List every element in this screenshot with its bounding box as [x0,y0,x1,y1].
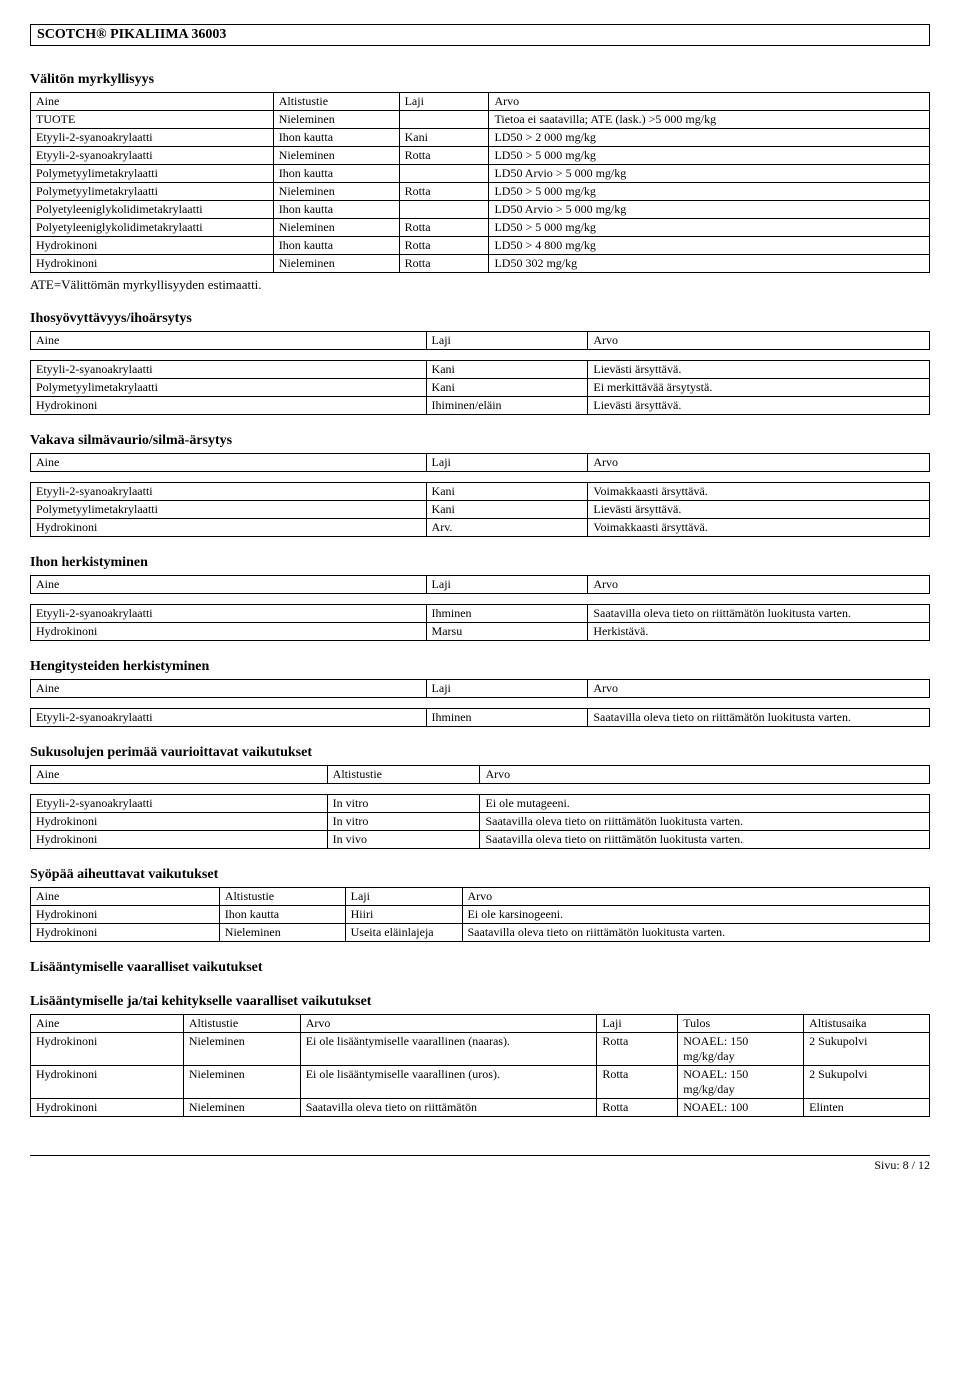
table-row: PolymetyylimetakrylaattiNieleminenRottaL… [31,183,930,201]
col-header: Arvo [489,93,930,111]
col-header: Altistustie [273,93,399,111]
table-carc: Aine Altistustie Laji Arvo HydrokinoniIh… [30,887,930,942]
section-title-skincorr: Ihosyövyttävyys/ihoärsytys [30,311,930,327]
col-header: Arvo [480,766,930,784]
table-row: HydrokinoniIn vivoSaatavilla oleva tieto… [31,831,930,849]
table-row: Hydrokinoni Nieleminen Saatavilla oleva … [31,1099,930,1117]
table-row: HydrokinoniMarsuHerkistävä. [31,623,930,641]
table-row: Etyyli-2-syanoakrylaattiNieleminenRottaL… [31,147,930,165]
ate-note: ATE=Välittömän myrkyllisyyden estimaatti… [30,277,930,293]
col-header: Aine [31,576,427,594]
table-header-row: Aine Altistustie Arvo Laji Tulos Altistu… [31,1015,930,1033]
col-header: Arvo [300,1015,597,1033]
table-row: TUOTENieleminenTietoa ei saatavilla; ATE… [31,111,930,129]
table-row: Etyyli-2-syanoakrylaattiKaniLievästi ärs… [31,361,930,379]
col-header: Arvo [588,680,930,698]
table-acute: Aine Altistustie Laji Arvo TUOTENielemin… [30,92,930,273]
document-title-box: SCOTCH® PIKALIIMA 36003 [30,24,930,46]
section-title-acute: Välitön myrkyllisyys [30,72,930,88]
section-title-carc: Syöpää aiheuttavat vaikutukset [30,867,930,883]
table-skinsens-head: Aine Laji Arvo [30,575,930,594]
table-header-row: Aine Laji Arvo [31,332,930,350]
table-header-row: Aine Laji Arvo [31,576,930,594]
table-row: PolymetyylimetakrylaattiIhon kauttaLD50 … [31,165,930,183]
section-title-germcell: Sukusolujen perimää vaurioittavat vaikut… [30,745,930,761]
section-title-respsens: Hengitysteiden herkistyminen [30,659,930,675]
col-header: Altistusaika [804,1015,930,1033]
col-header: Arvo [588,576,930,594]
col-header: Aine [31,454,427,472]
page-footer: Sivu: 8 / 12 [30,1141,930,1173]
table-row: PolymetyylimetakrylaattiKaniEi merkittäv… [31,379,930,397]
col-header: Laji [426,454,588,472]
col-header: Altistustie [219,888,345,906]
col-header: Laji [597,1015,678,1033]
col-header: Arvo [588,332,930,350]
table-respsens-body: Etyyli-2-syanoakrylaattiIhminenSaatavill… [30,708,930,727]
table-row: HydrokinoniArv.Voimakkaasti ärsyttävä. [31,519,930,537]
table-skincorr-body: Etyyli-2-syanoakrylaattiKaniLievästi ärs… [30,360,930,415]
table-header-row: Aine Laji Arvo [31,454,930,472]
col-header: Aine [31,680,427,698]
table-reprodev: Aine Altistustie Arvo Laji Tulos Altistu… [30,1014,930,1117]
table-header-row: Aine Laji Arvo [31,680,930,698]
section-title-repro: Lisääntymiselle vaaralliset vaikutukset [30,960,930,976]
col-header: Arvo [588,454,930,472]
table-row: Etyyli-2-syanoakrylaattiIhminenSaatavill… [31,709,930,727]
table-row: PolyetyleeniglykolidimetakrylaattiNielem… [31,219,930,237]
table-row: HydrokinoniIhiminen/eläinLievästi ärsytt… [31,397,930,415]
table-row: HydrokinoniIhon kauttaRottaLD50 > 4 800 … [31,237,930,255]
col-header: Laji [426,680,588,698]
col-header: Laji [426,332,588,350]
table-skincorr-head: Aine Laji Arvo [30,331,930,350]
table-header-row: Aine Altistustie Laji Arvo [31,93,930,111]
table-row: Etyyli-2-syanoakrylaattiIn vitroEi ole m… [31,795,930,813]
table-eyedmg-head: Aine Laji Arvo [30,453,930,472]
section-title-eyedmg: Vakava silmävaurio/silmä-ärsytys [30,433,930,449]
document-title: SCOTCH® PIKALIIMA 36003 [37,27,226,42]
page-number: Sivu: 8 / 12 [30,1156,930,1173]
table-row: PolyetyleeniglykolidimetakrylaattiIhon k… [31,201,930,219]
section-title-skinsens: Ihon herkistyminen [30,555,930,571]
table-eyedmg-body: Etyyli-2-syanoakrylaattiKaniVoimakkaasti… [30,482,930,537]
table-row: HydrokinoniNieleminenUseita eläinlajejaS… [31,924,930,942]
col-header: Altistustie [327,766,480,784]
col-header: Aine [31,332,427,350]
table-header-row: Aine Altistustie Arvo [31,766,930,784]
section-title-reprodev: Lisääntymiselle ja/tai kehitykselle vaar… [30,994,930,1010]
table-row: Etyyli-2-syanoakrylaattiIhon kauttaKaniL… [31,129,930,147]
col-header: Laji [345,888,462,906]
table-row: Hydrokinoni Nieleminen Ei ole lisääntymi… [31,1033,930,1066]
col-header: Aine [31,1015,184,1033]
table-respsens-head: Aine Laji Arvo [30,679,930,698]
col-header: Altistustie [183,1015,300,1033]
table-germcell-body: Etyyli-2-syanoakrylaattiIn vitroEi ole m… [30,794,930,849]
table-row: Etyyli-2-syanoakrylaattiIhminenSaatavill… [31,605,930,623]
table-header-row: Aine Altistustie Laji Arvo [31,888,930,906]
table-row: Hydrokinoni Nieleminen Ei ole lisääntymi… [31,1066,930,1099]
table-row: HydrokinoniIhon kauttaHiiriEi ole karsin… [31,906,930,924]
table-skinsens-body: Etyyli-2-syanoakrylaattiIhminenSaatavill… [30,604,930,641]
col-header: Aine [31,766,328,784]
col-header: Tulos [678,1015,804,1033]
table-row: PolymetyylimetakrylaattiKaniLievästi ärs… [31,501,930,519]
col-header: Aine [31,888,220,906]
col-header: Laji [426,576,588,594]
table-germcell-head: Aine Altistustie Arvo [30,765,930,784]
col-header: Aine [31,93,274,111]
table-row: HydrokinoniNieleminenRottaLD50 302 mg/kg [31,255,930,273]
col-header: Arvo [462,888,930,906]
table-row: HydrokinoniIn vitroSaatavilla oleva tiet… [31,813,930,831]
col-header: Laji [399,93,489,111]
table-row: Etyyli-2-syanoakrylaattiKaniVoimakkaasti… [31,483,930,501]
